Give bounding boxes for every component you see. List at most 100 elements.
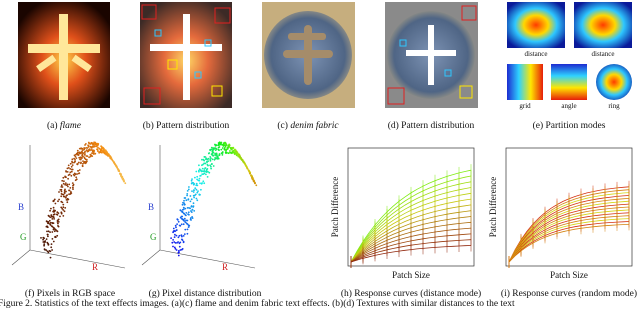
scatter-plots — [11, 141, 258, 269]
scatter-dot — [173, 236, 176, 239]
scatter-dot — [194, 176, 196, 179]
scatter-dot — [65, 196, 67, 199]
scatter-dot — [190, 205, 193, 208]
scatter-dot — [60, 190, 63, 193]
scatter-dot — [120, 173, 122, 176]
scatter-dot — [50, 246, 53, 249]
scatter-dot — [202, 170, 205, 173]
axis-letter: B — [148, 202, 154, 212]
scatter-dot — [45, 238, 48, 241]
scatter-dot — [73, 154, 76, 157]
scatter-dot — [51, 222, 54, 225]
scatter-dot — [46, 226, 49, 229]
scatter-dot — [182, 206, 185, 209]
scatter-dot — [178, 234, 181, 237]
scatter-dot — [182, 219, 185, 221]
scatter-dot — [69, 171, 72, 174]
scatter-dot — [186, 194, 189, 197]
scatter-dot — [49, 256, 52, 259]
scatter-dot — [199, 175, 202, 177]
scatter-dot — [82, 152, 85, 155]
panel-label: (f) — [25, 288, 35, 299]
scatter-dot — [181, 211, 184, 214]
scatter-dot — [49, 209, 51, 212]
scatter-dot — [211, 150, 214, 153]
scatter-dot — [60, 186, 63, 188]
scatter-dot — [80, 162, 82, 165]
scatter-dot — [190, 179, 193, 182]
scatter-dot — [53, 213, 56, 216]
scatter-dot — [177, 250, 180, 252]
scatter-dot — [47, 230, 50, 233]
scatter-dot — [182, 208, 185, 211]
scatter-dot — [45, 249, 48, 252]
scatter-dot — [217, 148, 220, 151]
panel-caption: (g) Pixel distance distribution — [149, 288, 262, 299]
scatter-dot — [207, 152, 210, 155]
scatter-dot — [53, 209, 55, 212]
panel-caption: (b) Pattern distribution — [143, 120, 230, 131]
scatter-dot — [91, 155, 94, 158]
scatter-dot — [46, 230, 48, 233]
scatter-dot — [78, 156, 81, 159]
scatter-dot — [210, 165, 212, 168]
scatter-dot — [177, 219, 179, 221]
scatter-dot — [66, 194, 68, 197]
scatter-dot — [56, 230, 59, 233]
scatter-dot — [73, 157, 75, 160]
scatter-dot — [84, 150, 86, 153]
scatter-dot — [49, 231, 51, 234]
scatter-dot — [68, 189, 71, 192]
panel-label: (g) — [149, 288, 160, 299]
scatter-dot — [173, 241, 176, 243]
scatter-dot — [201, 173, 204, 176]
scatter-dot — [187, 211, 190, 214]
scatter-dot — [63, 192, 66, 195]
scatter-dot — [48, 219, 51, 222]
scatter-dot — [93, 153, 95, 155]
panel-label: (c) — [277, 120, 288, 131]
partition-label: distance — [592, 50, 615, 58]
scatter-dot — [78, 169, 81, 171]
scatter-dot — [195, 188, 198, 191]
scatter-dot — [182, 201, 184, 204]
scatter-dot — [192, 202, 195, 205]
scatter-dot — [53, 198, 56, 201]
scatter-dot — [186, 223, 189, 226]
scatter-dot — [174, 247, 177, 250]
panel-label: (i) — [501, 288, 510, 299]
scatter-dot — [254, 182, 256, 185]
scatter-dot — [60, 206, 63, 209]
scatter-dot — [207, 170, 209, 173]
scatter-dot — [183, 199, 185, 202]
scatter-dot — [47, 244, 50, 246]
scatter-dot — [93, 150, 95, 153]
scatter-dot — [193, 189, 195, 192]
scatter-dot — [225, 151, 228, 154]
scatter-dot — [240, 157, 243, 160]
scatter-dot — [88, 156, 90, 159]
scatter-dot — [211, 163, 213, 165]
panel-caption-text: Pattern distribution — [156, 121, 229, 131]
scatter-dot — [54, 228, 57, 231]
scatter-dot — [198, 177, 201, 180]
scatter-dot — [60, 195, 63, 198]
scatter-dot — [204, 167, 207, 169]
scatter-dot — [82, 160, 84, 163]
panel-caption: (f) Pixels in RGB space — [25, 288, 115, 299]
scatter-dot — [51, 231, 54, 233]
scatter-dot — [49, 221, 52, 224]
scatter-dot — [172, 230, 175, 233]
scatter-dot — [114, 163, 116, 166]
scatter-dot — [43, 244, 45, 247]
scatter-dot — [191, 178, 193, 181]
scatter-dot — [95, 143, 98, 146]
scatter-dot — [120, 175, 123, 178]
denim-pattern-image — [385, 2, 478, 108]
scatter-dot — [187, 226, 190, 229]
scatter-dot — [66, 171, 69, 173]
scatter-dot — [71, 182, 74, 185]
scatter-dot — [198, 170, 200, 173]
scatter-dot — [179, 241, 182, 244]
